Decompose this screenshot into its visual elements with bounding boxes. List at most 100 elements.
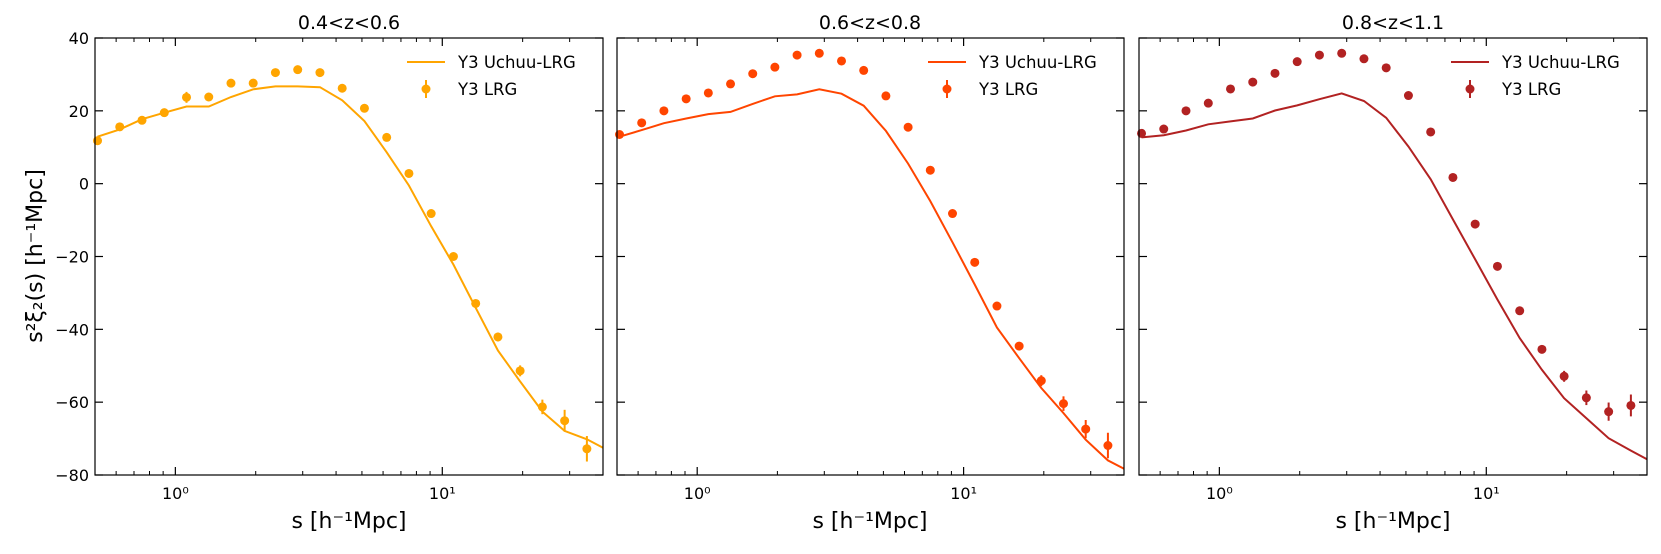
data-point bbox=[226, 78, 236, 88]
data-point bbox=[270, 68, 280, 78]
x-tick-label: 10¹ bbox=[429, 484, 456, 503]
data-point bbox=[1036, 376, 1046, 386]
data-point bbox=[681, 94, 691, 104]
axes-frame bbox=[616, 37, 1125, 476]
data-point bbox=[115, 122, 125, 132]
data-point bbox=[1014, 341, 1024, 351]
data-point bbox=[703, 88, 713, 98]
data-point bbox=[792, 50, 802, 60]
data-point bbox=[560, 416, 570, 426]
legend-label-data: Y3 LRG bbox=[978, 80, 1038, 99]
y-tick-label: −20 bbox=[55, 248, 89, 267]
x-tick-label: 10⁰ bbox=[162, 484, 189, 503]
data-point bbox=[293, 65, 303, 75]
data-point bbox=[204, 92, 214, 102]
data-point bbox=[770, 62, 780, 72]
data-point bbox=[137, 115, 147, 125]
data-point bbox=[814, 48, 824, 58]
model-line bbox=[1141, 92, 1647, 461]
data-point bbox=[1492, 261, 1502, 271]
data-point bbox=[248, 78, 258, 88]
data-point bbox=[359, 103, 369, 113]
data-point bbox=[1058, 399, 1068, 409]
data-point bbox=[1226, 84, 1236, 94]
x-axis-label-1: s [h⁻¹Mpc] bbox=[291, 509, 406, 534]
data-point bbox=[1159, 124, 1169, 134]
data-point bbox=[182, 92, 192, 102]
x-tick-label: 10¹ bbox=[950, 484, 977, 503]
panel-title-2: 0.6<z<0.8 bbox=[819, 12, 921, 34]
data-point bbox=[881, 91, 891, 101]
data-point bbox=[1537, 344, 1547, 354]
legend: Y3 Uchuu-LRG Y3 LRG bbox=[407, 53, 576, 99]
data-point bbox=[837, 56, 847, 66]
legend-label-model: Y3 Uchuu-LRG bbox=[978, 53, 1097, 72]
data-point bbox=[748, 69, 758, 79]
data-point bbox=[1337, 48, 1347, 58]
data-point bbox=[1270, 68, 1280, 78]
data-point bbox=[859, 65, 869, 75]
y-tick-label: 20 bbox=[69, 102, 89, 121]
data-point bbox=[1581, 393, 1591, 403]
y-tick-label: 0 bbox=[79, 175, 89, 194]
legend-marker-swatch bbox=[942, 84, 952, 94]
panel-3: 10⁰ 10¹ Y3 Uchuu-LRG Y3 LRG bbox=[1137, 37, 1648, 503]
data-point bbox=[382, 132, 392, 142]
data-point bbox=[1103, 441, 1113, 451]
legend-label-model: Y3 Uchuu-LRG bbox=[1501, 53, 1620, 72]
data-point bbox=[1448, 172, 1458, 182]
data-point bbox=[448, 252, 458, 261]
x-tick-label: 10⁰ bbox=[684, 484, 711, 503]
y-tick-label: −40 bbox=[55, 320, 89, 339]
data-point bbox=[426, 209, 436, 219]
y-tick-label: 40 bbox=[69, 29, 89, 48]
y-tick-label: −80 bbox=[55, 466, 89, 485]
data-point bbox=[903, 122, 913, 132]
data-point bbox=[582, 444, 592, 454]
legend-marker-swatch bbox=[1465, 84, 1475, 94]
legend-label-data: Y3 LRG bbox=[1501, 80, 1561, 99]
y-axis-label: s²ξ₂(s) [h⁻¹Mpc] bbox=[23, 169, 48, 343]
legend-label-model: Y3 Uchuu-LRG bbox=[457, 53, 576, 72]
data-point bbox=[1559, 371, 1569, 381]
data-point bbox=[337, 83, 347, 93]
data-point bbox=[493, 332, 503, 342]
data-point bbox=[726, 79, 736, 89]
data-point bbox=[1181, 106, 1191, 116]
legend: Y3 Uchuu-LRG Y3 LRG bbox=[928, 53, 1097, 99]
data-point bbox=[404, 168, 414, 178]
axes-frame bbox=[1138, 37, 1648, 476]
data-point bbox=[1081, 424, 1091, 434]
data-point bbox=[1248, 77, 1258, 87]
data-point bbox=[970, 257, 980, 267]
axes-frame bbox=[94, 37, 604, 476]
data-point bbox=[615, 130, 625, 140]
data-point bbox=[1359, 54, 1369, 64]
legend-marker-swatch bbox=[421, 84, 431, 94]
data-point bbox=[992, 301, 1002, 311]
data-point bbox=[1515, 306, 1525, 316]
model-line bbox=[97, 85, 603, 449]
data-point bbox=[1626, 400, 1636, 410]
data-point bbox=[471, 298, 481, 308]
data-point bbox=[1314, 50, 1324, 60]
data-point bbox=[537, 402, 547, 412]
panel-title-1: 0.4<z<0.6 bbox=[298, 12, 400, 34]
data-point bbox=[1403, 91, 1413, 101]
y-tick-label: −60 bbox=[55, 393, 89, 412]
x-axis-label-2: s [h⁻¹Mpc] bbox=[812, 509, 927, 534]
x-tick-label: 10⁰ bbox=[1206, 484, 1233, 503]
data-point bbox=[315, 68, 325, 78]
data-point bbox=[948, 209, 958, 219]
data-point bbox=[1137, 128, 1147, 138]
model-line bbox=[619, 88, 1124, 470]
panel-2: 10⁰ 10¹ Y3 Uchuu-LRG Y3 LRG bbox=[615, 37, 1125, 503]
data-point bbox=[93, 136, 103, 146]
data-point bbox=[1381, 63, 1391, 73]
x-axis-label-3: s [h⁻¹Mpc] bbox=[1335, 509, 1450, 534]
legend: Y3 Uchuu-LRG Y3 LRG bbox=[1451, 53, 1620, 99]
data-point bbox=[1292, 57, 1302, 67]
panel-title-3: 0.8<z<1.1 bbox=[1342, 12, 1444, 34]
data-point bbox=[515, 366, 525, 376]
